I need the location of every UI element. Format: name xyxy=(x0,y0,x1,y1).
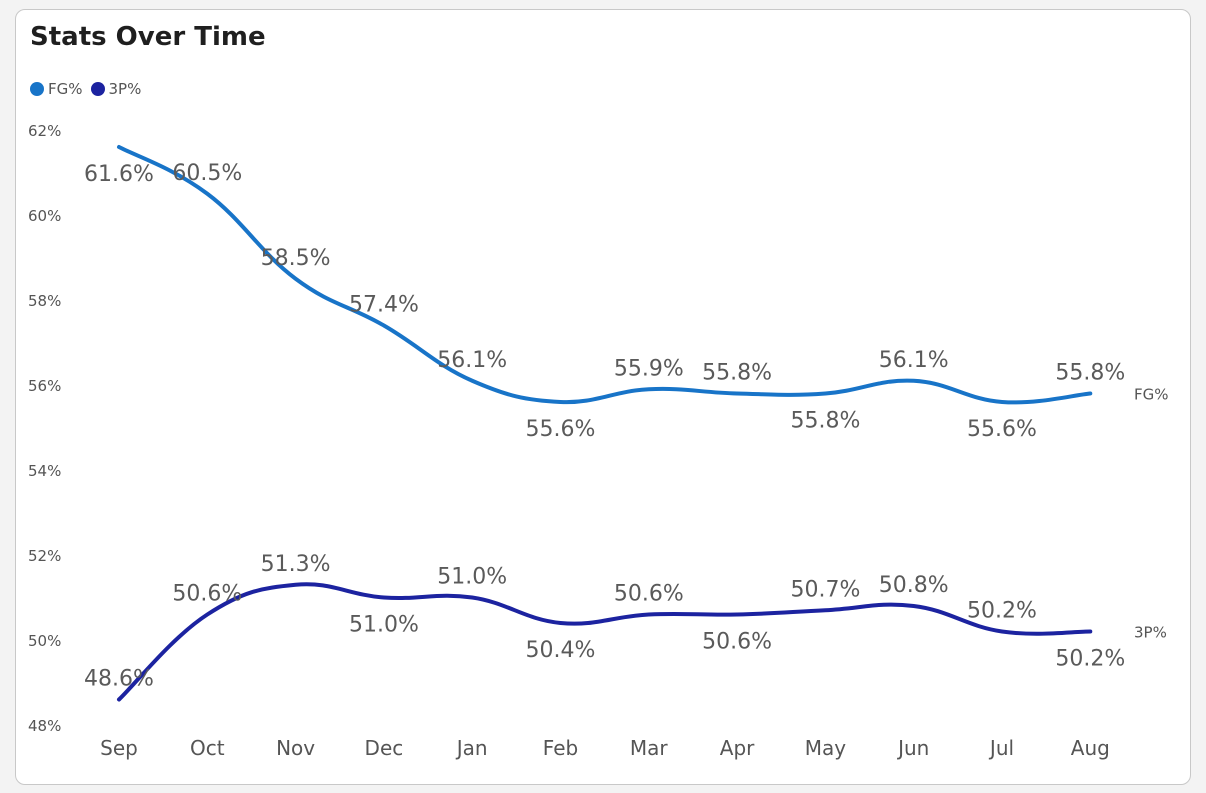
y-tick-label: 56% xyxy=(28,377,61,395)
data-label: 50.6% xyxy=(702,630,772,655)
data-label: 50.7% xyxy=(790,577,860,602)
data-label: 61.6% xyxy=(84,162,154,187)
data-label: 48.6% xyxy=(84,667,154,692)
data-label: 55.8% xyxy=(1055,361,1125,386)
data-label: 55.6% xyxy=(967,417,1037,442)
x-tick-label: Apr xyxy=(720,736,755,760)
data-label: 51.0% xyxy=(349,613,419,638)
data-label: 50.8% xyxy=(879,573,949,598)
x-tick-label: Feb xyxy=(543,736,578,760)
y-tick-label: 48% xyxy=(28,717,61,735)
y-tick-label: 62% xyxy=(28,122,61,140)
x-tick-label: Mar xyxy=(630,736,669,760)
legend: FG% 3P% xyxy=(30,80,149,98)
data-label: 50.2% xyxy=(967,599,1037,624)
data-label: 56.1% xyxy=(437,348,507,373)
series-line-fg xyxy=(117,145,1093,405)
x-tick-label: Dec xyxy=(365,736,404,760)
data-label: 58.5% xyxy=(261,246,331,271)
data-label: 55.8% xyxy=(790,409,860,434)
data-label: 56.1% xyxy=(879,348,949,373)
y-tick-label: 58% xyxy=(28,292,61,310)
data-label: 55.8% xyxy=(702,361,772,386)
data-label: 50.6% xyxy=(614,582,684,607)
data-label: 60.5% xyxy=(172,161,242,186)
data-label: 50.6% xyxy=(172,582,242,607)
data-label: 55.9% xyxy=(614,356,684,381)
y-tick-label: 54% xyxy=(28,462,61,480)
legend-label-fg: FG% xyxy=(48,80,83,98)
x-tick-label: Jun xyxy=(896,736,929,760)
legend-dot-3p xyxy=(90,82,105,96)
y-tick-label: 50% xyxy=(28,632,61,650)
series-line-3p xyxy=(117,582,1093,702)
x-tick-label: Jan xyxy=(455,736,488,760)
legend-item-fg[interactable]: FG% xyxy=(30,80,83,98)
data-label: 50.2% xyxy=(1055,647,1125,672)
data-label: 51.3% xyxy=(261,552,331,577)
data-label: 55.6% xyxy=(526,417,596,442)
x-tick-label: Sep xyxy=(100,736,138,760)
x-tick-label: Aug xyxy=(1071,736,1110,760)
x-tick-label: Jul xyxy=(988,736,1014,760)
y-tick-label: 60% xyxy=(28,207,61,225)
legend-label-3p: 3P% xyxy=(108,80,142,98)
legend-dot-fg xyxy=(30,82,44,96)
data-label: 50.4% xyxy=(526,638,596,663)
data-label: 51.0% xyxy=(437,565,507,590)
series-end-label: 3P% xyxy=(1134,624,1167,642)
x-tick-label: May xyxy=(805,736,847,760)
data-label: 57.4% xyxy=(349,293,419,318)
chart-title: Stats Over Time xyxy=(30,22,266,52)
x-tick-label: Nov xyxy=(276,736,315,760)
series-end-label: FG% xyxy=(1134,386,1169,404)
legend-item-3p[interactable]: 3P% xyxy=(90,80,142,98)
x-tick-label: Oct xyxy=(190,736,225,760)
y-tick-label: 52% xyxy=(28,547,61,565)
